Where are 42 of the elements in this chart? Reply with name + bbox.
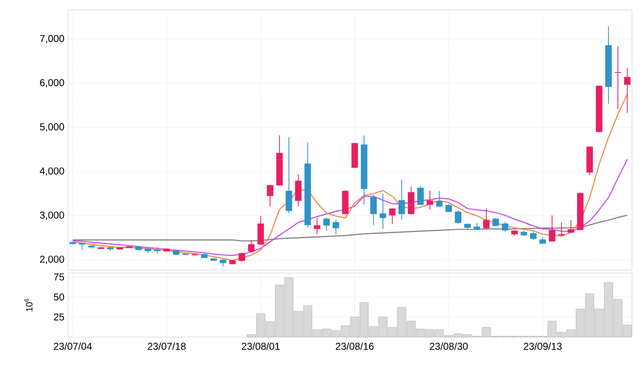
candlestick xyxy=(380,193,386,230)
candlestick xyxy=(370,194,377,226)
y-tick-label: 50 xyxy=(54,293,64,301)
y-axis-title: 10$^{6}$ xyxy=(24,298,32,312)
candlestick xyxy=(323,217,330,232)
candlestick xyxy=(248,240,255,252)
candlestick xyxy=(624,67,631,114)
candlestick xyxy=(266,184,274,207)
candlestick xyxy=(408,186,414,215)
candlestick xyxy=(483,208,490,229)
y-tick-label: 5,000 xyxy=(40,123,64,132)
candlestick xyxy=(417,186,424,206)
candlestick xyxy=(398,179,405,220)
y-tick-label: 75 xyxy=(54,274,64,280)
x-tick-label: 23/08/30 xyxy=(430,342,468,350)
y-tick-label: 3,000 xyxy=(40,212,64,220)
y-tick-label: 6,000 xyxy=(40,79,64,88)
candlestick xyxy=(295,174,302,207)
candlestick xyxy=(502,221,508,232)
candlestick xyxy=(426,190,434,210)
candlestick xyxy=(332,219,340,236)
candlestick xyxy=(389,208,396,224)
x-tick-label: 23/07/18 xyxy=(148,342,186,350)
candlestick xyxy=(314,218,320,235)
candlestick xyxy=(568,220,574,234)
candlestick xyxy=(558,222,565,236)
candlestick xyxy=(454,210,462,224)
x-tick-label: 23/07/04 xyxy=(54,342,92,350)
x-tick-label: 23/09/13 xyxy=(524,342,562,350)
candlestick xyxy=(614,46,622,110)
y-tick-label: 4,000 xyxy=(40,167,64,176)
y-tick-label: 7,000 xyxy=(40,35,64,44)
candlestick xyxy=(257,215,264,246)
y-tick-label: 25 xyxy=(54,313,64,321)
x-tick-label: 23/08/01 xyxy=(242,342,280,350)
candlestick xyxy=(436,190,443,208)
candlestick xyxy=(78,242,86,250)
candlestick xyxy=(342,190,349,215)
candlestick xyxy=(548,214,556,242)
x-tick-label: 23/08/16 xyxy=(336,342,374,350)
candlestick xyxy=(286,136,292,214)
y-tick-label: 2,000 xyxy=(40,256,64,264)
